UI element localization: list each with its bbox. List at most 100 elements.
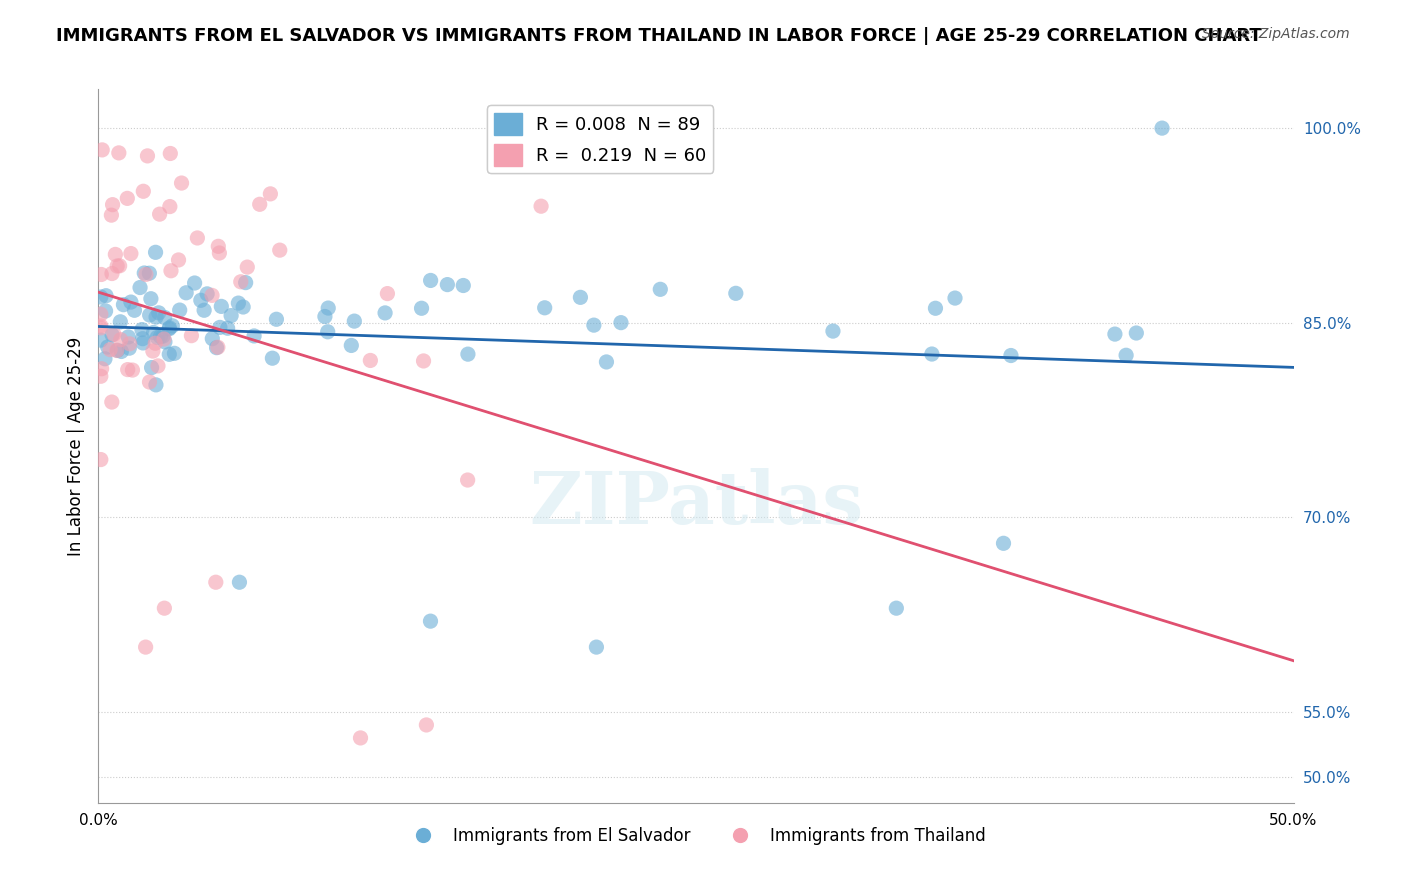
- Immigrants from El Salvador: [110, 315, 132, 329]
- Immigrants from El Salvador: [145, 310, 167, 324]
- Immigrants from El Salvador: [650, 282, 672, 296]
- Immigrants from Thailand: [98, 343, 121, 357]
- Immigrants from El Salvador: [993, 536, 1015, 550]
- Immigrants from Thailand: [90, 361, 112, 376]
- Immigrants from El Salvador: [110, 344, 132, 359]
- Immigrants from El Salvador: [157, 322, 180, 336]
- Text: ZIPatlas: ZIPatlas: [529, 467, 863, 539]
- Immigrants from El Salvador: [131, 323, 153, 337]
- Immigrants from El Salvador: [228, 296, 250, 310]
- Immigrants from Thailand: [249, 197, 271, 211]
- Immigrants from Thailand: [91, 143, 114, 157]
- Immigrants from Thailand: [104, 247, 127, 261]
- Immigrants from Thailand: [135, 268, 157, 282]
- Immigrants from Thailand: [90, 318, 112, 333]
- Immigrants from El Salvador: [924, 301, 946, 316]
- Immigrants from El Salvador: [145, 245, 167, 260]
- Immigrants from El Salvador: [117, 330, 139, 344]
- Immigrants from El Salvador: [90, 333, 112, 347]
- Immigrants from Thailand: [457, 473, 479, 487]
- Immigrants from El Salvador: [97, 340, 120, 354]
- Immigrants from Thailand: [136, 149, 159, 163]
- Immigrants from El Salvador: [134, 266, 156, 280]
- Immigrants from Thailand: [530, 199, 553, 213]
- Immigrants from El Salvador: [411, 301, 433, 316]
- Immigrants from Thailand: [153, 601, 176, 615]
- Immigrants from Thailand: [236, 260, 259, 274]
- Immigrants from El Salvador: [886, 601, 908, 615]
- Immigrants from El Salvador: [205, 341, 228, 355]
- Immigrants from El Salvador: [101, 327, 124, 342]
- Immigrants from El Salvador: [174, 285, 197, 300]
- Immigrants from Thailand: [229, 275, 252, 289]
- Immigrants from El Salvador: [169, 303, 191, 318]
- Immigrants from El Salvador: [94, 351, 117, 366]
- Immigrants from Thailand: [201, 288, 224, 302]
- Immigrants from El Salvador: [243, 329, 266, 343]
- Legend: R = 0.008  N = 89, R =  0.219  N = 60: R = 0.008 N = 89, R = 0.219 N = 60: [488, 105, 713, 173]
- Immigrants from El Salvador: [235, 276, 257, 290]
- Immigrants from Thailand: [132, 184, 155, 198]
- Immigrants from Thailand: [110, 333, 132, 347]
- Immigrants from Thailand: [160, 264, 183, 278]
- Immigrants from El Salvador: [266, 312, 288, 326]
- Immigrants from El Salvador: [163, 346, 186, 360]
- Immigrants from Thailand: [159, 146, 181, 161]
- Immigrants from El Salvador: [419, 273, 441, 287]
- Immigrants from Thailand: [142, 344, 165, 359]
- Immigrants from El Salvador: [1104, 327, 1126, 342]
- Immigrants from El Salvador: [138, 308, 160, 322]
- Immigrants from Thailand: [90, 369, 112, 384]
- Immigrants from El Salvador: [107, 343, 129, 358]
- Immigrants from El Salvador: [139, 292, 162, 306]
- Immigrants from El Salvador: [821, 324, 844, 338]
- Immigrants from Thailand: [138, 375, 160, 389]
- Immigrants from El Salvador: [582, 318, 605, 333]
- Immigrants from El Salvador: [1125, 326, 1147, 340]
- Immigrants from El Salvador: [1000, 349, 1022, 363]
- Text: Source: ZipAtlas.com: Source: ZipAtlas.com: [1202, 27, 1350, 41]
- Immigrants from El Salvador: [921, 347, 943, 361]
- Immigrants from Thailand: [90, 268, 112, 282]
- Immigrants from El Salvador: [610, 316, 633, 330]
- Immigrants from El Salvador: [943, 291, 966, 305]
- Immigrants from El Salvador: [131, 332, 153, 346]
- Immigrants from El Salvador: [183, 276, 205, 290]
- Immigrants from El Salvador: [453, 278, 475, 293]
- Text: IMMIGRANTS FROM EL SALVADOR VS IMMIGRANTS FROM THAILAND IN LABOR FORCE | AGE 25-: IMMIGRANTS FROM EL SALVADOR VS IMMIGRANT…: [56, 27, 1263, 45]
- Immigrants from El Salvador: [316, 301, 339, 315]
- Immigrants from El Salvador: [94, 289, 117, 303]
- Immigrants from Thailand: [359, 353, 381, 368]
- Immigrants from El Salvador: [132, 335, 155, 350]
- Immigrants from Thailand: [170, 176, 193, 190]
- Immigrants from Thailand: [118, 336, 141, 351]
- Immigrants from Thailand: [105, 343, 128, 358]
- Immigrants from Thailand: [259, 186, 281, 201]
- Immigrants from El Salvador: [153, 310, 176, 325]
- Immigrants from El Salvador: [153, 334, 176, 349]
- Immigrants from Thailand: [101, 267, 124, 281]
- Immigrants from Thailand: [101, 197, 124, 211]
- Immigrants from Thailand: [153, 332, 176, 346]
- Immigrants from Thailand: [349, 731, 371, 745]
- Immigrants from El Salvador: [340, 338, 363, 352]
- Immigrants from El Salvador: [142, 326, 165, 340]
- Immigrants from El Salvador: [120, 295, 142, 310]
- Immigrants from El Salvador: [228, 575, 250, 590]
- Immigrants from Thailand: [120, 246, 142, 260]
- Immigrants from Thailand: [180, 328, 202, 343]
- Immigrants from El Salvador: [148, 306, 170, 320]
- Immigrants from El Salvador: [157, 347, 180, 361]
- Immigrants from El Salvador: [209, 299, 232, 313]
- Immigrants from El Salvador: [129, 280, 152, 294]
- Immigrants from Thailand: [108, 145, 131, 160]
- Immigrants from Thailand: [207, 340, 229, 354]
- Immigrants from Thailand: [167, 252, 190, 267]
- Immigrants from Thailand: [208, 246, 231, 260]
- Immigrants from Thailand: [105, 259, 128, 273]
- Immigrants from El Salvador: [118, 341, 141, 355]
- Immigrants from El Salvador: [232, 300, 254, 314]
- Immigrants from Thailand: [412, 354, 434, 368]
- Immigrants from Thailand: [135, 640, 157, 654]
- Immigrants from El Salvador: [138, 266, 160, 280]
